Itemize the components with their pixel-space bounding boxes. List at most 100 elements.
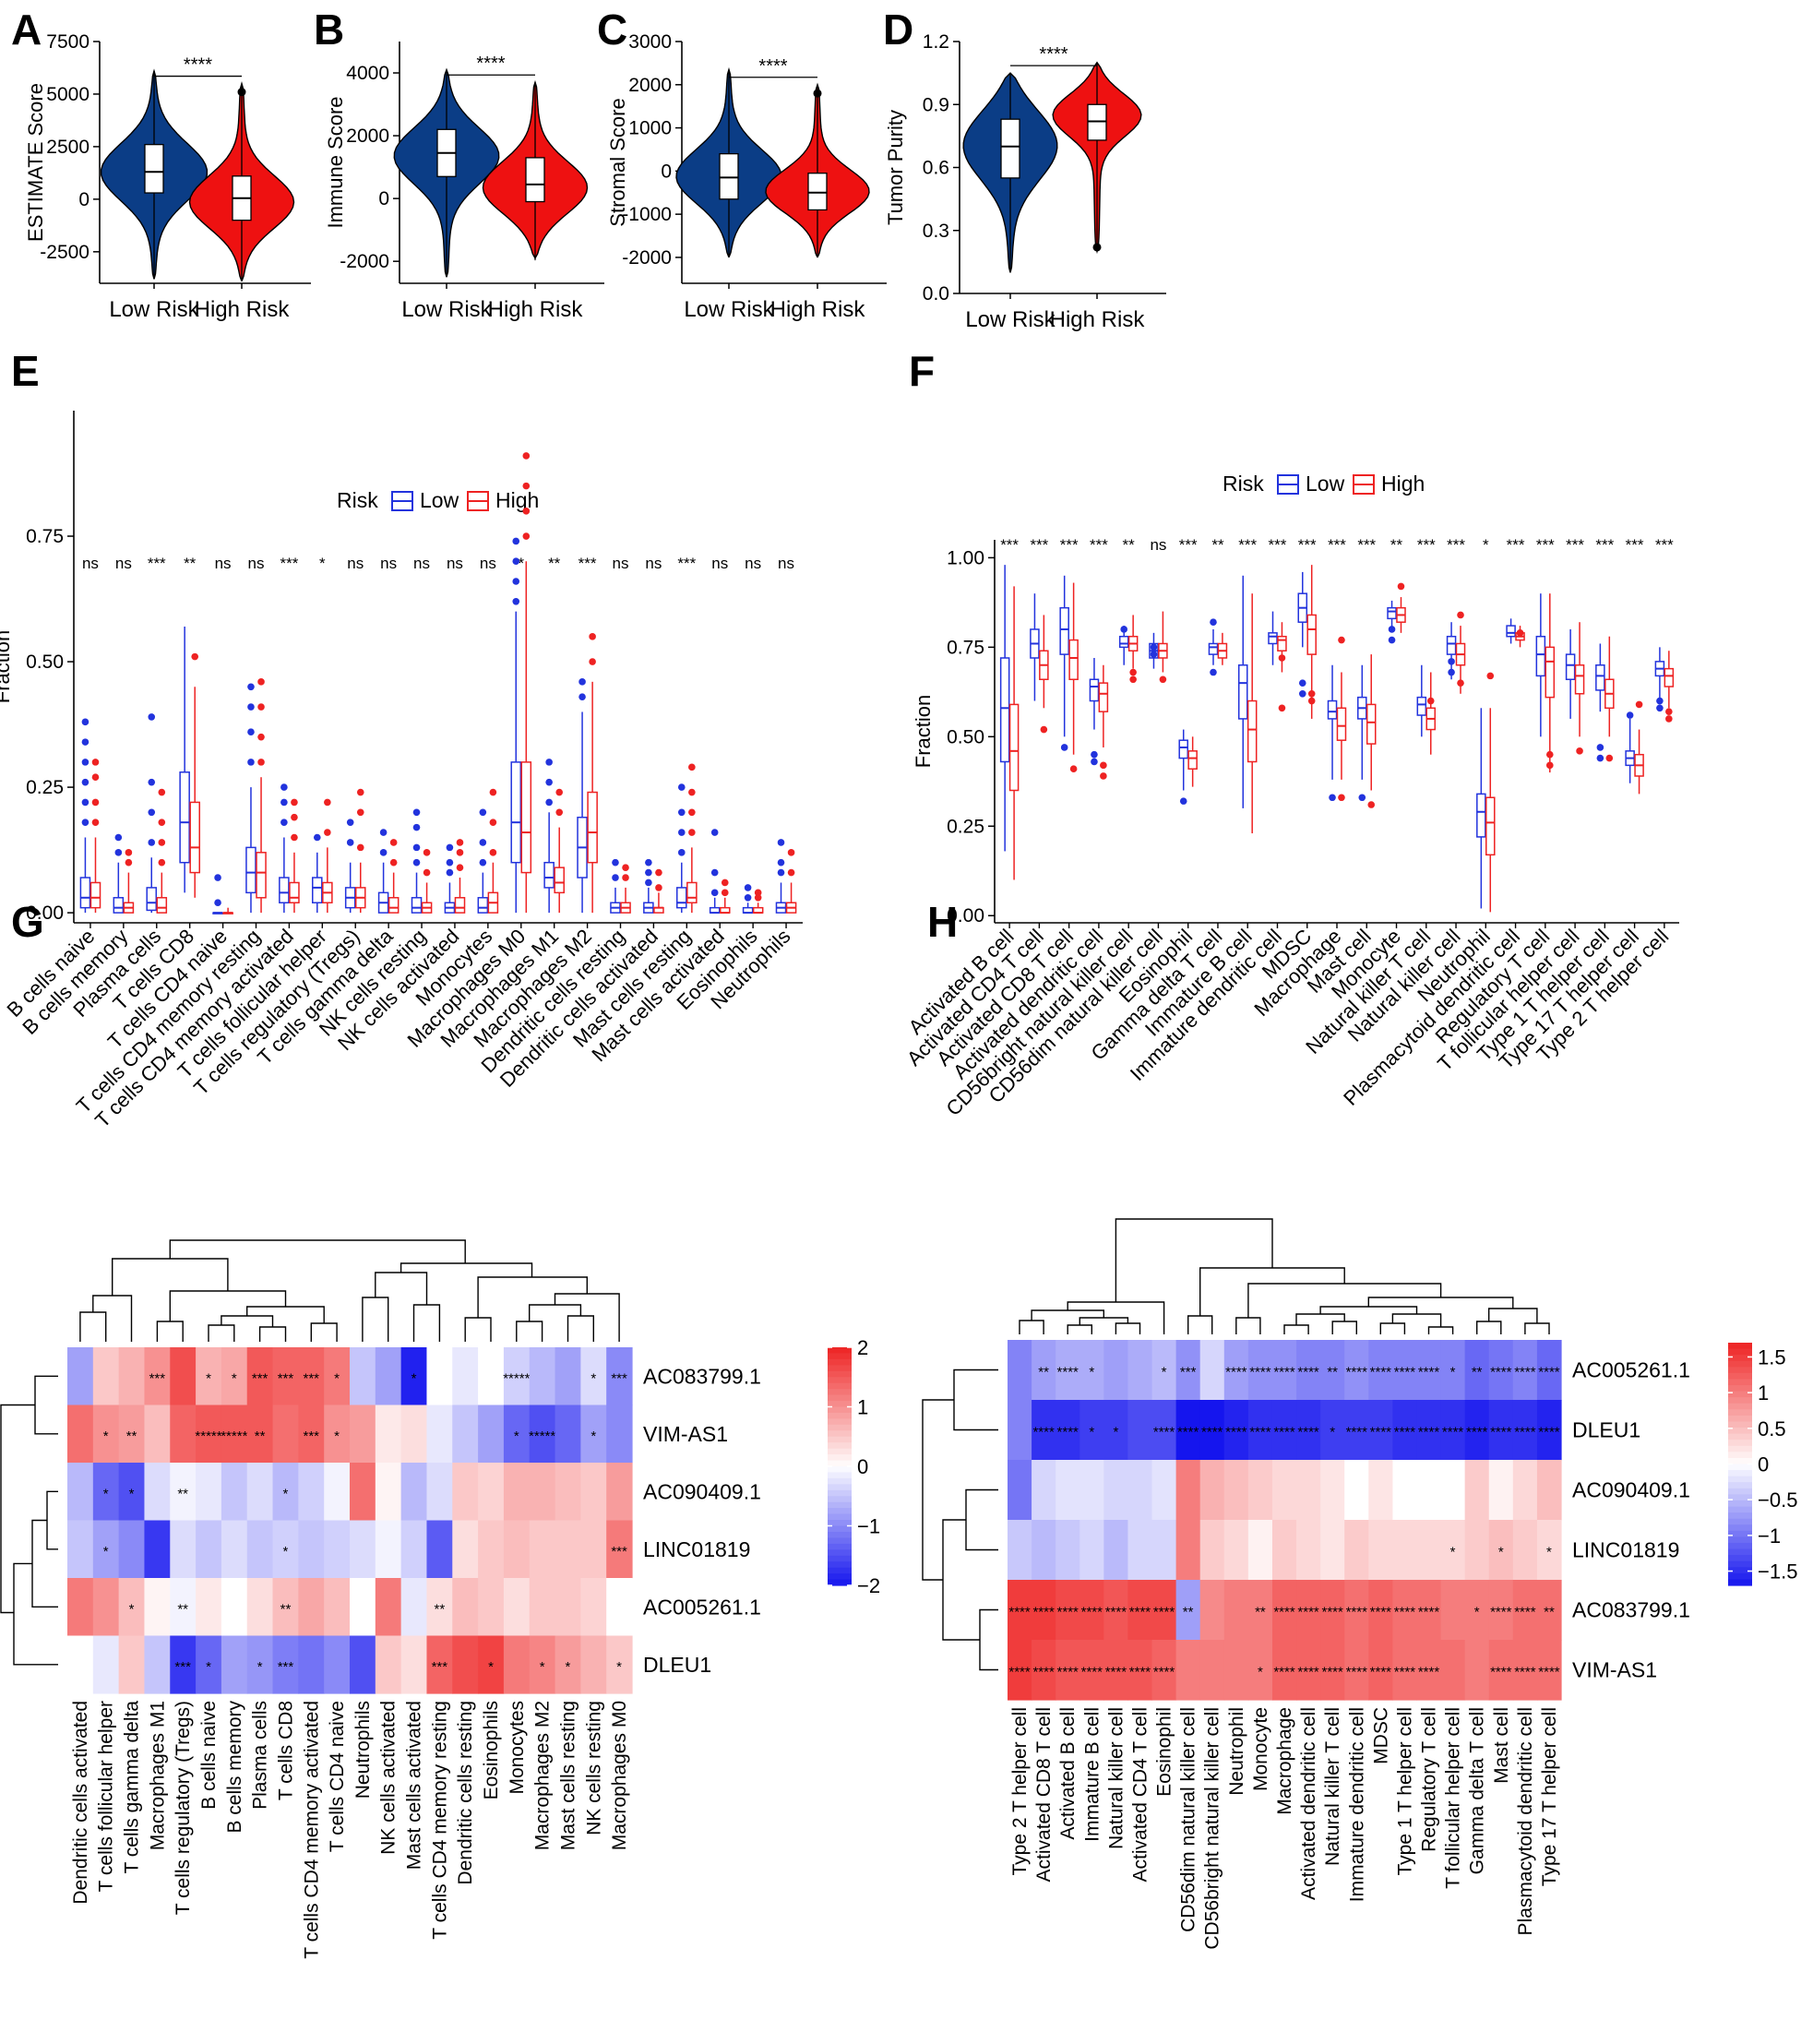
outlier-low <box>280 783 288 791</box>
heatmap-cell <box>606 1635 633 1694</box>
outlier-high <box>489 788 497 796</box>
outlier-low <box>1596 754 1604 762</box>
cell-significance: * <box>412 1370 417 1386</box>
outlier-high <box>423 849 431 856</box>
colorbar-segment <box>1728 1367 1752 1374</box>
colorbar-segment <box>828 1424 852 1431</box>
heatmap-cell <box>246 1578 274 1637</box>
cell-significance: **** <box>1418 1665 1440 1680</box>
colorbar-segment <box>1728 1433 1752 1440</box>
outlier-high <box>754 889 762 897</box>
dendrogram-branch <box>258 1326 287 1342</box>
colorbar-segment <box>1728 1482 1752 1489</box>
significance-label: *** <box>1566 536 1584 554</box>
cell-significance: **** <box>1466 1425 1488 1440</box>
outlier-low <box>1298 689 1306 698</box>
outlier-high <box>1040 725 1048 734</box>
cell-significance: * <box>1258 1665 1263 1680</box>
heatmap-cell <box>478 1405 505 1464</box>
significance-label: *** <box>1507 536 1525 554</box>
significance-label: *** <box>280 555 298 572</box>
heatmap-cell <box>1175 1580 1201 1641</box>
y-tick-label: -2000 <box>622 247 672 269</box>
dendrogram-branch <box>1295 1313 1345 1325</box>
heatmap-cell <box>92 1347 120 1406</box>
box-low <box>79 877 91 909</box>
colorbar-segment <box>1728 1464 1752 1471</box>
colorbar-segment <box>828 1394 852 1402</box>
heatmap-cell <box>1368 1460 1393 1521</box>
outlier-low <box>446 843 454 852</box>
cell-significance: **** <box>1297 1665 1319 1680</box>
legend-low-label: Low <box>1306 472 1345 496</box>
heatmap-cell <box>1416 1580 1442 1641</box>
heatmap-cell <box>170 1635 197 1694</box>
outlier-low <box>1120 626 1128 633</box>
heatmap-cell <box>478 1578 505 1637</box>
significance-label: *** <box>1655 536 1674 554</box>
heatmap-row-label: AC090409.1 <box>1572 1478 1690 1502</box>
box-high <box>156 897 168 914</box>
cell-significance: **** <box>1297 1365 1319 1381</box>
colorbar-segment <box>1728 1476 1752 1483</box>
heatmap-cell <box>272 1520 299 1579</box>
heatmap-cell <box>1056 1400 1080 1461</box>
outlier-high <box>1545 750 1554 759</box>
cell-significance: **** <box>1057 1605 1079 1620</box>
cell-significance: ** <box>1472 1365 1483 1381</box>
cell-significance: **** <box>1297 1605 1319 1620</box>
heatmap-cell <box>1151 1340 1177 1401</box>
heatmap-cell <box>529 1463 556 1522</box>
y-tick-label: 1.2 <box>923 31 949 53</box>
outlier-high <box>191 652 199 661</box>
significance-label: *** <box>1417 536 1436 554</box>
y-tick-label: 0.0 <box>923 283 949 305</box>
heatmap-cell <box>272 1578 299 1637</box>
heatmap-cell <box>1151 1460 1177 1521</box>
heatmap-cell <box>529 1520 556 1579</box>
heatmap-row-label: VIM-AS1 <box>1572 1658 1657 1682</box>
outlier-high <box>787 868 795 877</box>
heatmap-cell <box>1175 1640 1201 1701</box>
colorbar-label: −1 <box>857 1515 880 1538</box>
significance-label: ns <box>480 555 496 572</box>
heatmap-cell <box>606 1347 633 1406</box>
heatmap-panel-h: ** **** * * *** **** **** **** **** ** **** **** ***… <box>922 1218 1797 1950</box>
dendrogram-branch <box>1283 1324 1309 1334</box>
heatmap-cell <box>503 1463 531 1522</box>
outlier-low <box>744 893 752 902</box>
significance-label: *** <box>1595 536 1614 554</box>
cell-significance: **** <box>1249 1425 1271 1440</box>
heatmap-cell <box>350 1578 376 1637</box>
colorbar-segment <box>1728 1567 1752 1574</box>
heatmap-cell <box>1175 1460 1201 1521</box>
outlier-high <box>655 868 662 877</box>
outlier-high <box>1129 675 1137 684</box>
significance-label: *** <box>1060 536 1079 554</box>
cell-significance: **** <box>1370 1665 1392 1680</box>
outlier-high <box>1100 772 1107 780</box>
heatmap-cell <box>67 1405 94 1464</box>
violin-panel-a: -2500 0 2500 5000 7500 ESTIMATE Score Low Risk… <box>24 31 311 322</box>
outlier-low <box>446 858 454 867</box>
outlier-high <box>1635 700 1643 709</box>
colorbar-segment <box>828 1484 852 1491</box>
colorbar-segment <box>1728 1512 1752 1520</box>
heatmap-cell <box>1008 1400 1032 1461</box>
heatmap-cell <box>144 1405 171 1464</box>
heatmap-cell <box>298 1405 325 1464</box>
colorbar-segment <box>1728 1560 1752 1568</box>
heatmap-cell <box>400 1635 428 1694</box>
outlier-high <box>158 858 166 867</box>
heatmap-cell <box>1056 1460 1080 1521</box>
cell-significance: * <box>1474 1605 1480 1620</box>
heatmap-col-label: CD56bright natural killer cell <box>1202 1707 1223 1950</box>
cell-significance: **** <box>1177 1425 1199 1440</box>
outlier-low <box>512 597 520 605</box>
outlier-low <box>1656 697 1664 705</box>
outlier-low <box>412 808 421 817</box>
box-low <box>1387 606 1397 620</box>
outlier-high <box>257 733 265 741</box>
outlier-high <box>1278 654 1286 662</box>
heatmap-row-label: DLEU1 <box>1572 1418 1640 1442</box>
